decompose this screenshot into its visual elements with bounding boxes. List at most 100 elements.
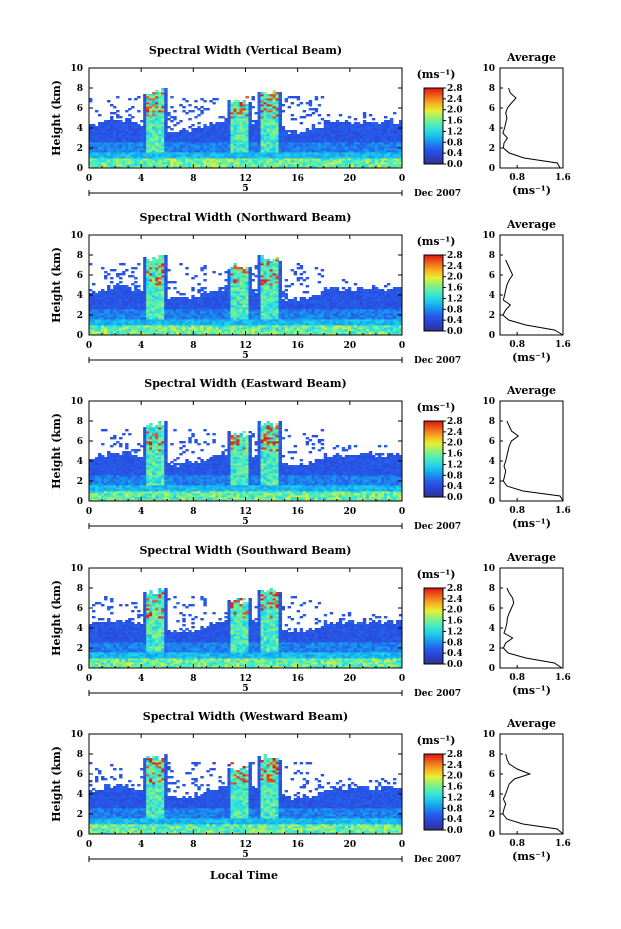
- avg-x-tick-label: 0.8: [509, 340, 525, 350]
- x-tick-label: 16: [291, 674, 304, 684]
- y-tick-label: 0: [77, 830, 83, 840]
- date-day-label: 5: [242, 517, 248, 527]
- date-day-label: 5: [242, 184, 248, 194]
- x-tick-label: 0: [399, 507, 405, 517]
- avg-x-label: (ms⁻¹): [512, 517, 551, 530]
- x-tick-label: 12: [239, 174, 252, 184]
- x-tick-label: 8: [190, 840, 196, 850]
- avg-x-label: (ms⁻¹): [512, 184, 551, 197]
- colorbar-tick-label: 2.8: [447, 251, 463, 261]
- colorbar-tick-label: 0.8: [447, 471, 463, 481]
- avg-y-tick-label: 10: [482, 564, 495, 574]
- colorbar-tick-label: 0.4: [447, 149, 463, 159]
- colorbar-tick-label: 2.0: [447, 439, 463, 449]
- avg-y-tick-label: 2: [489, 810, 495, 820]
- avg-y-tick-label: 4: [489, 790, 495, 800]
- colorbar-tick-label: 0.0: [447, 493, 463, 503]
- colorbar-tick-label: 0.8: [447, 138, 463, 148]
- heatmap: [89, 255, 403, 336]
- y-axis-label: Height (km): [50, 247, 63, 323]
- y-axis-label: Height (km): [50, 580, 63, 656]
- y-tick-label: 4: [77, 291, 83, 301]
- avg-y-tick-label: 2: [489, 644, 495, 654]
- y-tick-label: 4: [77, 790, 83, 800]
- average-profile-line: [502, 87, 561, 169]
- date-day-label: 5: [242, 850, 248, 860]
- y-tick-label: 6: [77, 104, 83, 114]
- avg-x-tick-label: 1.6: [555, 673, 571, 683]
- avg-y-tick-label: 8: [489, 750, 495, 760]
- colorbar-tick-label: 1.6: [447, 783, 463, 793]
- y-tick-label: 8: [77, 750, 83, 760]
- y-tick-label: 6: [77, 271, 83, 281]
- panel-title: Spectral Width (Vertical Beam): [149, 44, 342, 57]
- avg-x-label: (ms⁻¹): [512, 850, 551, 863]
- average-title: Average: [506, 384, 556, 397]
- x-tick-label: 16: [291, 341, 304, 351]
- avg-y-tick-label: 4: [489, 124, 495, 134]
- average-frame: [499, 733, 564, 835]
- heatmap: [89, 754, 403, 835]
- x-tick-label: 0: [399, 674, 405, 684]
- x-tick-label: 12: [239, 341, 252, 351]
- x-tick-label: 20: [344, 840, 357, 850]
- panel-4: Spectral Width (Southward Beam)0 4 8 12 16 20…: [50, 544, 571, 699]
- colorbar: [423, 87, 444, 165]
- date-day-label: 5: [242, 684, 248, 694]
- colorbar-tick-label: 2.4: [447, 262, 463, 272]
- x-tick-label: 12: [239, 507, 252, 517]
- average-title: Average: [506, 717, 556, 730]
- x-tick-label: 4: [138, 174, 144, 184]
- x-tick-label: 0: [399, 341, 405, 351]
- x-tick-label: 20: [344, 341, 357, 351]
- average-profile-line: [502, 420, 564, 502]
- panel-title: Spectral Width (Southward Beam): [139, 544, 351, 557]
- avg-x-tick-label: 0.8: [509, 839, 525, 849]
- colorbar-tick-label: 2.0: [447, 106, 463, 116]
- x-tick-label: 20: [344, 507, 357, 517]
- avg-y-tick-label: 8: [489, 417, 495, 427]
- avg-y-tick-label: 8: [489, 251, 495, 261]
- avg-y-tick-label: 4: [489, 291, 495, 301]
- avg-y-tick-label: 0: [489, 331, 495, 341]
- colorbar: [423, 753, 444, 831]
- avg-y-tick-label: 2: [489, 477, 495, 487]
- colorbar-tick-label: 2.0: [447, 772, 463, 782]
- x-tick-label: 0: [399, 840, 405, 850]
- colorbar-tick-label: 0.0: [447, 160, 463, 170]
- colorbar-tick-label: 1.6: [447, 117, 463, 127]
- colorbar-tick-label: 0.4: [447, 815, 463, 825]
- colorbar-tick-label: 2.4: [447, 428, 463, 438]
- date-label: Dec 2007: [414, 689, 461, 699]
- y-tick-label: 6: [77, 437, 83, 447]
- avg-y-tick-label: 10: [482, 730, 495, 740]
- avg-y-tick-label: 8: [489, 84, 495, 94]
- avg-y-tick-label: 6: [489, 770, 495, 780]
- panel-5: Spectral Width (Westward Beam)0 4 8 12 16 20 0…: [50, 710, 571, 865]
- y-tick-label: 0: [77, 331, 83, 341]
- x-tick-label: 16: [291, 507, 304, 517]
- colorbar-tick-label: 1.2: [447, 127, 463, 137]
- x-tick-label: 4: [138, 674, 144, 684]
- x-tick-label: 12: [239, 674, 252, 684]
- avg-y-tick-label: 0: [489, 164, 495, 174]
- average-profile-line: [502, 259, 564, 336]
- colorbar-tick-label: 2.8: [447, 584, 463, 594]
- avg-y-tick-label: 10: [482, 397, 495, 407]
- y-tick-label: 4: [77, 457, 83, 467]
- y-tick-label: 8: [77, 251, 83, 261]
- x-tick-label: 12: [239, 840, 252, 850]
- colorbar-unit: (ms⁻¹): [417, 68, 456, 81]
- colorbar-tick-label: 1.6: [447, 617, 463, 627]
- avg-y-tick-label: 6: [489, 104, 495, 114]
- y-tick-label: 8: [77, 84, 83, 94]
- x-tick-label: 4: [138, 341, 144, 351]
- date-day-label: 5: [242, 351, 248, 361]
- x-tick-label: 20: [344, 174, 357, 184]
- x-tick-label: 8: [190, 341, 196, 351]
- y-tick-label: 10: [70, 730, 83, 740]
- heatmap: [89, 421, 403, 502]
- colorbar-tick-label: 2.8: [447, 84, 463, 94]
- y-tick-label: 10: [70, 231, 83, 241]
- y-tick-label: 8: [77, 417, 83, 427]
